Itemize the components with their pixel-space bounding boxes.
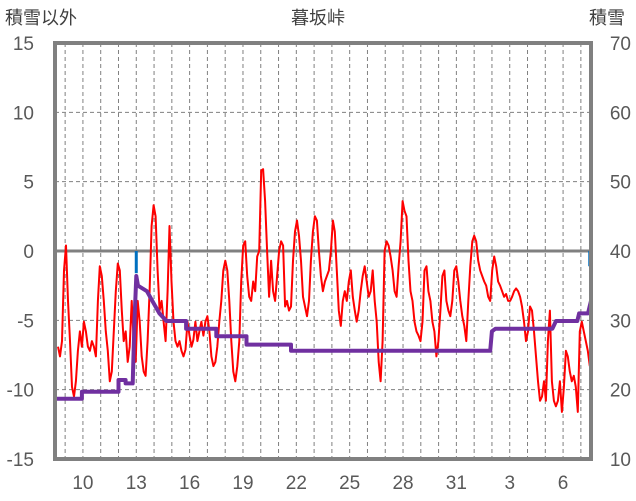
- x-tick-label: 13: [126, 473, 147, 494]
- left-tick-label: 10: [13, 103, 34, 124]
- x-tick-label: 28: [392, 473, 413, 494]
- left-tick-label: 0: [23, 242, 34, 263]
- left-tick-label: 5: [23, 173, 34, 194]
- left-axis-title: 積雪以外: [5, 8, 77, 29]
- x-tick-label: 22: [286, 473, 307, 494]
- x-tick-label: 6: [558, 473, 569, 494]
- right-tick-label: 50: [610, 173, 631, 194]
- x-tick-label: 19: [232, 473, 253, 494]
- left-tick-label: -5: [17, 311, 34, 332]
- snow-depth-line: [57, 274, 593, 401]
- right-tick-label: 10: [610, 450, 631, 471]
- x-tick-label: 31: [446, 473, 467, 494]
- temperature-line: [57, 168, 591, 413]
- chart-title: 暮坂峠: [291, 8, 345, 29]
- right-tick-label: 20: [610, 381, 631, 402]
- right-tick-label: 70: [610, 34, 631, 55]
- series: [57, 168, 593, 413]
- right-tick-label: 40: [610, 242, 631, 263]
- x-tick-label: 16: [179, 473, 200, 494]
- right-axis-title: 積雪: [589, 8, 625, 29]
- left-tick-label: -15: [7, 450, 34, 471]
- left-tick-label: -10: [7, 381, 34, 402]
- right-tick-label: 60: [610, 103, 631, 124]
- x-tick-label: 10: [72, 473, 93, 494]
- left-tick-label: 15: [13, 34, 34, 55]
- right-tick-label: 30: [610, 311, 631, 332]
- x-tick-label: 3: [504, 473, 515, 494]
- plot-frame: [53, 41, 593, 461]
- x-tick-label: 25: [339, 473, 360, 494]
